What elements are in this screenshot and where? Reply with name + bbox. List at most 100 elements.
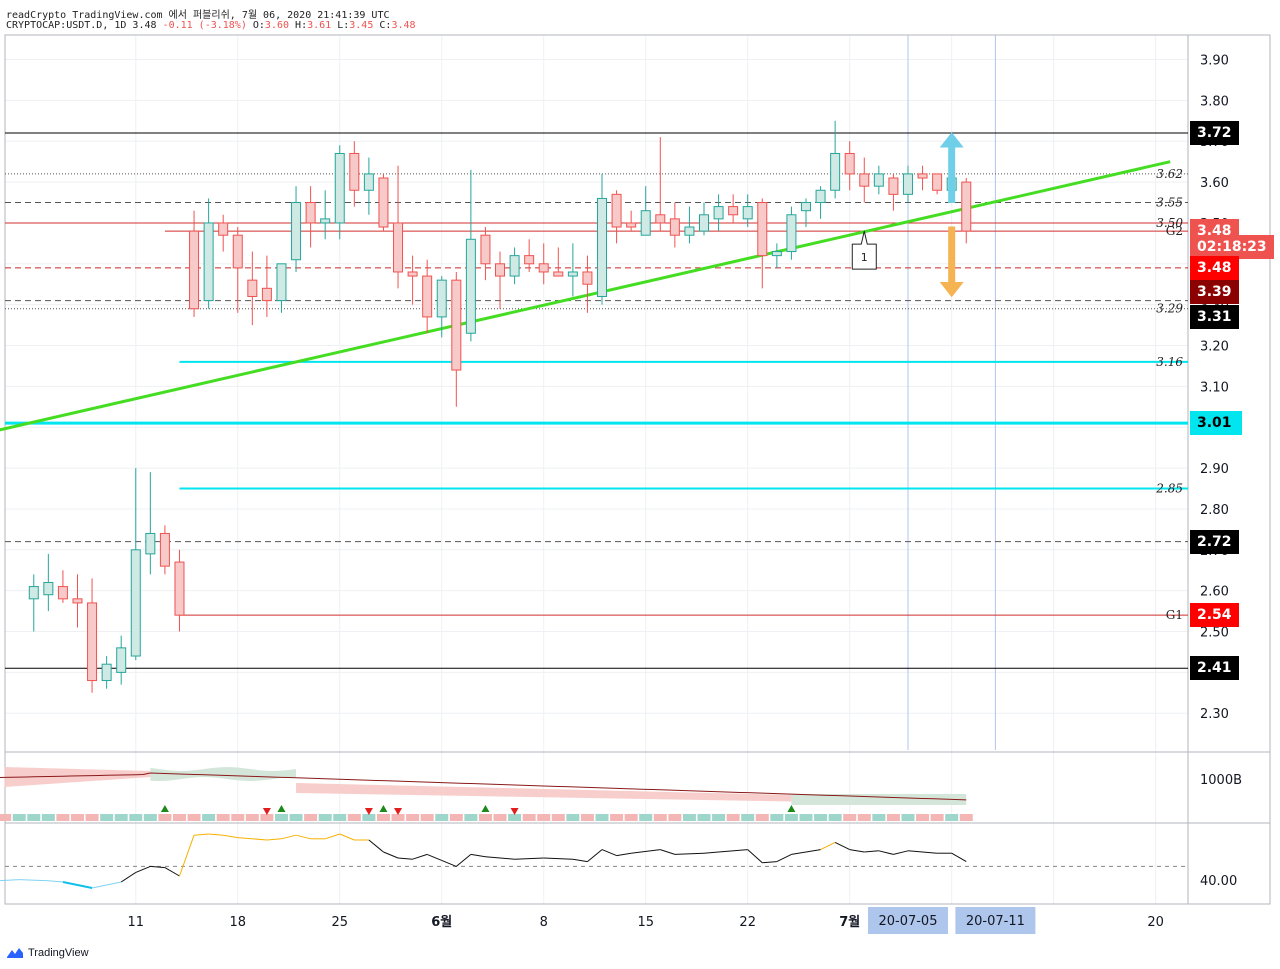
candle bbox=[159, 525, 170, 575]
oscillator-segment bbox=[864, 850, 879, 853]
volume-bar bbox=[945, 814, 959, 821]
candle bbox=[567, 243, 578, 297]
price-tick-label: 3.80 bbox=[1200, 94, 1229, 109]
candle bbox=[902, 165, 913, 203]
volume-bar bbox=[697, 814, 711, 821]
volume-bar bbox=[202, 814, 216, 821]
callout-bubble bbox=[851, 230, 877, 270]
oscillator-segment bbox=[164, 867, 180, 877]
price-tag: 3.48 bbox=[1190, 255, 1239, 280]
tradingview-logo-text: TradingView bbox=[28, 947, 89, 959]
candle-body bbox=[932, 173, 943, 191]
candle-body bbox=[888, 177, 899, 195]
volume-bar bbox=[668, 814, 682, 821]
candle bbox=[524, 239, 535, 272]
candle-body bbox=[640, 210, 651, 236]
oscillator-segment bbox=[48, 880, 63, 883]
candle-body bbox=[830, 152, 841, 191]
cloud-bullish bbox=[150, 767, 297, 781]
price-tag: 02:18:23 bbox=[1190, 235, 1274, 260]
candle-body bbox=[611, 193, 622, 228]
time-tick-label: 15 bbox=[637, 915, 654, 930]
time-tick-label: 8 bbox=[540, 915, 548, 930]
candle bbox=[145, 472, 156, 575]
candle-body bbox=[553, 271, 564, 277]
candle bbox=[101, 656, 112, 689]
candle bbox=[800, 198, 811, 228]
volume-bar bbox=[551, 814, 565, 821]
oscillator-segment bbox=[893, 850, 909, 855]
volume-bar bbox=[231, 814, 245, 821]
cloud-bullish bbox=[791, 794, 967, 805]
volume-bar bbox=[100, 814, 114, 821]
volume-bar bbox=[828, 814, 842, 821]
candle bbox=[684, 206, 695, 244]
candle-body bbox=[363, 173, 374, 191]
price-tick-label: 2.60 bbox=[1200, 585, 1229, 600]
candle bbox=[28, 574, 39, 632]
candle-body bbox=[145, 532, 156, 555]
candle bbox=[407, 255, 418, 305]
oscillator-segment bbox=[208, 833, 224, 836]
oscillator-segment bbox=[849, 849, 865, 853]
chart-frame bbox=[4, 34, 1271, 905]
volume-bar bbox=[537, 814, 551, 821]
candle bbox=[189, 210, 200, 317]
candle-body bbox=[465, 238, 476, 334]
signal-down-icon bbox=[510, 808, 519, 815]
oscillator-segment bbox=[907, 850, 938, 854]
candle-body bbox=[669, 218, 680, 236]
candle-body bbox=[786, 214, 797, 253]
tradingview-logo[interactable]: TradingView bbox=[6, 947, 89, 959]
oscillator-segment bbox=[194, 833, 209, 836]
candle-body bbox=[87, 602, 98, 682]
level-label: 3.55 bbox=[1156, 196, 1183, 210]
candle bbox=[771, 243, 782, 268]
candle-body bbox=[422, 275, 433, 318]
candle bbox=[480, 227, 491, 281]
time-tick-label: 22 bbox=[739, 915, 756, 930]
low-label: L: bbox=[337, 20, 350, 31]
volume-bar bbox=[143, 814, 157, 821]
candle-body bbox=[72, 598, 83, 604]
oscillator-segment bbox=[383, 851, 399, 859]
candle bbox=[232, 227, 243, 313]
oscillator-segment bbox=[747, 849, 763, 864]
volume-bar bbox=[886, 814, 900, 821]
candle-body bbox=[480, 234, 491, 265]
volume-bar bbox=[653, 814, 667, 821]
volume-bar bbox=[318, 814, 332, 821]
volume-bar bbox=[872, 814, 886, 821]
volume-bar bbox=[406, 814, 420, 821]
volume-bar bbox=[304, 814, 318, 821]
candle bbox=[859, 157, 870, 203]
oscillator-segment bbox=[426, 853, 442, 861]
candle bbox=[553, 247, 564, 277]
oscillator-segment bbox=[179, 835, 195, 877]
oscillator-segment bbox=[951, 852, 967, 863]
candle bbox=[203, 198, 214, 309]
candle bbox=[363, 157, 374, 215]
open-value: 3.60 bbox=[264, 20, 290, 31]
level-label: 3.62 bbox=[1156, 167, 1183, 181]
candle bbox=[873, 165, 884, 195]
chart-border bbox=[4, 34, 1271, 905]
price-tag: 2.54 bbox=[1190, 603, 1239, 628]
volume-bar bbox=[41, 814, 55, 821]
indicator-pane-1: 1000B bbox=[0, 767, 1242, 821]
candle-body bbox=[800, 202, 811, 212]
candle bbox=[699, 202, 709, 236]
oscillator-segment bbox=[62, 881, 93, 889]
oscillator-segment bbox=[762, 861, 777, 864]
candle-body bbox=[174, 561, 185, 616]
signal-up-icon bbox=[277, 805, 286, 812]
time-axis[interactable]: 11 18 25 6월 8 15 22 7월 20 20-07-05 20-07-11 bbox=[127, 907, 1164, 934]
price-tag: 3.39 bbox=[1190, 280, 1239, 305]
candle bbox=[815, 186, 826, 219]
candle bbox=[422, 259, 433, 334]
cloud-bearish bbox=[4, 767, 151, 787]
oscillator-segment bbox=[631, 849, 661, 854]
candle bbox=[669, 202, 680, 248]
oscillator-segment bbox=[514, 857, 544, 860]
